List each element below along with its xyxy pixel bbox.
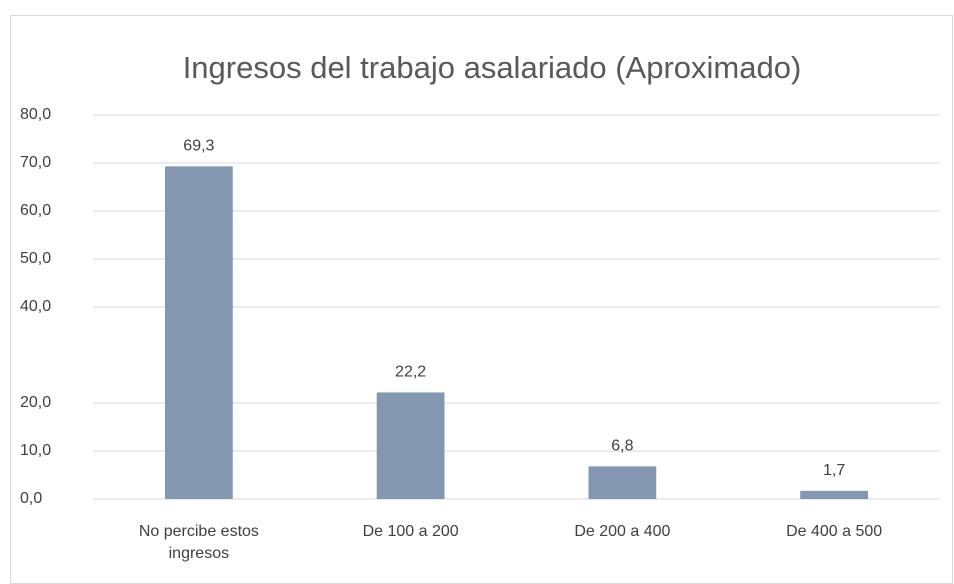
bar: [376, 392, 445, 499]
bar: [164, 166, 233, 500]
bar: [588, 466, 657, 499]
y-tick-label: 60,0: [20, 202, 51, 219]
bar: [800, 490, 869, 499]
data-label: 22,2: [395, 364, 426, 381]
data-label: 6,8: [611, 438, 633, 455]
data-label: 1,7: [823, 462, 845, 479]
y-tick-label: 20,0: [20, 394, 51, 411]
x-tick-label: De 400 a 500: [786, 523, 882, 540]
x-tick-label: De 100 a 200: [363, 523, 459, 540]
y-tick-label: 80,0: [20, 106, 51, 123]
x-tick-label: No percibe estos ingresos: [139, 523, 259, 562]
y-tick-label: 40,0: [20, 298, 51, 315]
data-label: 69,3: [183, 138, 214, 155]
y-tick-label: 50,0: [20, 250, 51, 267]
chart-title: Ingresos del trabajo asalariado (Aproxim…: [183, 50, 802, 85]
y-tick-label: 70,0: [20, 154, 51, 171]
y-tick-label: 0,0: [20, 490, 42, 507]
x-tick-label: De 200 a 400: [574, 523, 670, 540]
y-tick-label: 10,0: [20, 442, 51, 459]
